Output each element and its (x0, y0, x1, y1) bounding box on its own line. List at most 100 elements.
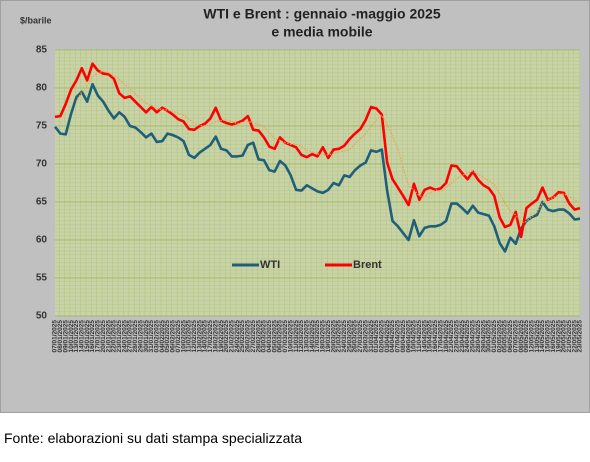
x-tick-label: 06/02/2025 (170, 320, 177, 353)
x-tick-label: 26/02/2025 (245, 320, 252, 353)
x-tick-label: 21/01/2025 (105, 320, 112, 353)
x-tick-label: 12/05/2025 (529, 320, 536, 353)
x-tick-label: 16/04/2025 (432, 320, 439, 353)
x-tick-label: 13/02/2025 (196, 320, 203, 353)
x-tick-label: 20/02/2025 (223, 320, 230, 353)
x-tick-label: 25/03/2025 (346, 320, 353, 353)
x-tick-label: 18/04/2025 (443, 320, 450, 353)
x-tick-label: 16/05/2025 (550, 320, 557, 353)
chart-subtitle: e media mobile (271, 24, 372, 40)
x-tick-label: 20/05/2025 (561, 320, 568, 353)
series-line (54, 62, 581, 239)
y-tick-label: 70 (36, 159, 48, 170)
x-tick-label: 05/05/2025 (502, 320, 509, 353)
x-tick-label: 19/05/2025 (555, 320, 562, 353)
x-tick-label: 03/04/2025 (384, 320, 391, 353)
x-tick-label: 31/01/2025 (148, 320, 155, 353)
y-tick-label: 50 (36, 311, 48, 322)
x-tick-label: 25/02/2025 (239, 320, 246, 353)
x-tick-label: 01/04/2025 (373, 320, 380, 353)
x-tick-label: 14/05/2025 (539, 320, 546, 353)
source-note: Fonte: elaborazioni su dati stampa speci… (4, 430, 303, 446)
y-tick-label: 60 (36, 235, 48, 246)
x-tick-label: 19/03/2025 (325, 320, 332, 353)
x-tick-label: 28/01/2025 (132, 320, 139, 353)
y-axis-label: $/barile (20, 15, 52, 25)
x-tick-label: 15/01/2025 (84, 320, 91, 353)
x-tick-label: 21/03/2025 (336, 320, 343, 353)
x-tick-label: 19/02/2025 (218, 320, 225, 353)
x-tick-label: 13/03/2025 (304, 320, 311, 353)
x-tick-label: 03/03/2025 (261, 320, 268, 353)
chart-title: WTI e Brent : gennaio -maggio 2025 (203, 6, 440, 22)
x-tick-label: 14/04/2025 (421, 320, 428, 353)
x-tick-label: 09/05/2025 (523, 320, 530, 353)
x-tick-label: 12/03/2025 (298, 320, 305, 353)
x-tick-label: 24/03/2025 (341, 320, 348, 353)
y-tick-label: 80 (36, 83, 48, 94)
x-tick-label: 08/04/2025 (400, 320, 407, 353)
x-tick-label: 05/03/2025 (271, 320, 278, 353)
x-tick-label: 15/05/2025 (545, 320, 552, 353)
x-tick-label: 04/04/2025 (389, 320, 396, 353)
x-tick-label: 28/04/2025 (475, 320, 482, 353)
x-tick-label: 24/01/2025 (121, 320, 128, 353)
x-tick-label: 25/04/2025 (470, 320, 477, 353)
x-tick-label: 14/02/2025 (202, 320, 209, 353)
x-tick-label: 22/05/2025 (571, 320, 578, 353)
x-tick-label: 03/02/2025 (154, 320, 161, 353)
x-tick-label: 14/03/2025 (309, 320, 316, 353)
x-tick-label: 17/02/2025 (207, 320, 214, 353)
x-tick-label: 04/03/2025 (266, 320, 273, 353)
x-tick-label: 07/01/2025 (52, 320, 59, 353)
x-tick-label: 18/02/2025 (212, 320, 219, 353)
x-tick-label: 06/03/2025 (277, 320, 284, 353)
x-tick-label: 23/04/2025 (459, 320, 466, 353)
series-line (75, 70, 581, 224)
x-tick-label: 23/05/2025 (577, 320, 584, 353)
x-tick-label: 09/01/2025 (62, 320, 69, 353)
legend-label: Brent (353, 259, 382, 271)
x-tick-label: 27/03/2025 (357, 320, 364, 353)
x-tick-label: 15/04/2025 (427, 320, 434, 353)
x-tick-label: 23/01/2025 (116, 320, 123, 353)
x-tick-label: 30/04/2025 (486, 320, 493, 353)
x-tick-label: 10/01/2025 (68, 320, 75, 353)
x-tick-label: 27/02/2025 (250, 320, 257, 353)
x-tick-label: 07/04/2025 (395, 320, 402, 353)
x-tick-label: 10/03/2025 (287, 320, 294, 353)
x-tick-label: 04/02/2025 (159, 320, 166, 353)
x-tick-label: 24/02/2025 (234, 320, 241, 353)
x-tick-label: 20/01/2025 (100, 320, 107, 353)
x-tick-label: 29/01/2025 (137, 320, 144, 353)
x-tick-label: 17/03/2025 (314, 320, 321, 353)
x-tick-label: 18/03/2025 (320, 320, 327, 353)
x-tick-label: 07/05/2025 (512, 320, 519, 353)
x-tick-label: 08/05/2025 (518, 320, 525, 353)
x-tick-label: 10/04/2025 (411, 320, 418, 353)
plot-area (55, 50, 580, 316)
x-tick-label: 13/05/2025 (534, 320, 541, 353)
x-tick-label: 11/02/2025 (186, 320, 193, 353)
x-tick-label: 08/01/2025 (57, 320, 64, 353)
x-tick-label: 22/01/2025 (111, 320, 118, 353)
y-tick-label: 65 (36, 197, 48, 208)
x-tick-label: 20/03/2025 (330, 320, 337, 353)
x-tick-label: 13/01/2025 (73, 320, 80, 353)
x-tick-label: 30/01/2025 (143, 320, 150, 353)
chart: WTI e Brent : gennaio -maggio 2025 e med… (0, 0, 590, 413)
x-tick-label: 16/01/2025 (89, 320, 96, 353)
x-tick-label: 14/01/2025 (79, 320, 86, 353)
y-tick-label: 85 (36, 45, 48, 56)
x-tick-label: 12/02/2025 (191, 320, 198, 353)
x-tick-label: 27/01/2025 (127, 320, 134, 353)
y-tick-label: 55 (36, 273, 48, 284)
x-tick-label: 21/02/2025 (229, 320, 236, 353)
x-tick-label: 11/03/2025 (293, 320, 300, 353)
x-tick-label: 21/05/2025 (566, 320, 573, 353)
x-tick-label: 22/04/2025 (454, 320, 461, 353)
x-tick-label: 10/02/2025 (180, 320, 187, 353)
x-tick-label: 28/03/2025 (362, 320, 369, 353)
x-tick-label: 28/02/2025 (255, 320, 262, 353)
